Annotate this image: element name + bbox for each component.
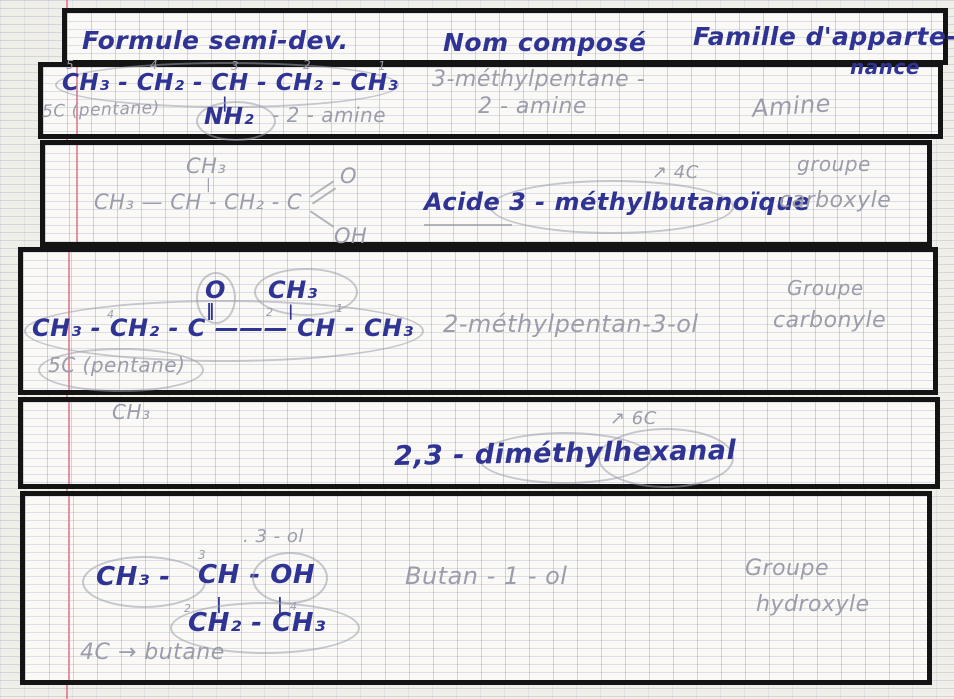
formula-row2-o: O: [340, 164, 358, 188]
pencil-underline: [424, 224, 512, 226]
carbon-number: 3: [231, 59, 240, 73]
pencil-note-carbons: 4C → butane: [80, 640, 225, 665]
pencil-note-carbons: 5C (pentane): [41, 97, 161, 123]
single-bond-line: [309, 210, 335, 228]
carbon-number: 1: [378, 59, 387, 73]
pencil-oval: [170, 602, 360, 654]
formula-row4-ch3: CH₃: [112, 400, 151, 424]
compound-name-row2: Acide 3 - méthylbutanoïque: [424, 188, 811, 216]
carbon-number: 4: [150, 58, 159, 72]
pencil-oval: [82, 556, 206, 608]
family-row3-cont: carbonyle: [773, 308, 887, 333]
double-bond-line: [311, 187, 337, 205]
header-col-name: Nom composé: [443, 28, 647, 57]
header-col-formula: Formule semi-dev.: [82, 26, 349, 55]
formula-row5-bottom: CH₂ - CH₃: [188, 608, 326, 638]
margin-line: [76, 67, 78, 134]
pencil-oval: [490, 180, 734, 234]
carbon-number: 3: [198, 548, 207, 562]
margin-line: [68, 496, 70, 680]
pencil-note-suffix: - 2 - amine: [272, 103, 387, 127]
family-row2-cont: carboxyle: [779, 188, 892, 213]
formula-row1: CH₃ - CH₂ - CH - CH₂ - CH₃: [62, 70, 399, 96]
pencil-oval: [252, 552, 328, 604]
compound-name-row1-cont: 2 - amine: [478, 94, 587, 119]
scan-strip-header: [62, 8, 948, 65]
formula-row1-nh2: NH₂: [204, 104, 255, 130]
family-row2: groupe: [797, 152, 871, 176]
pencil-oval: [24, 300, 424, 362]
formula-row5-left: CH₃ -: [96, 562, 171, 592]
carbon-number: 2: [303, 58, 312, 72]
pencil-note-suffix: . 3 - ol: [243, 526, 304, 547]
bond-vertical: |: [206, 177, 212, 193]
pencil-note-count: ↗ 6C: [610, 408, 657, 429]
family-row3: Groupe: [787, 276, 864, 300]
formula-row2-main: CH₃ — CH - CH₂ - C: [94, 190, 303, 214]
formula-row3-main: CH₃ - CH₂ - C ——— CH - CH₃: [32, 314, 414, 342]
bond-vertical: |: [216, 594, 223, 613]
carbon-number: 5: [66, 58, 75, 72]
margin-line: [68, 402, 70, 484]
pencil-oval: [598, 428, 734, 488]
family-row1: Amine: [751, 89, 832, 123]
formula-row2-oh: OH: [334, 224, 368, 248]
formula-row3-ch3-top: CH₃: [268, 276, 318, 304]
pencil-note-carbons: 5C (pentane): [48, 353, 186, 377]
compound-name-row4: 2,3 - diméthylhexanal: [393, 435, 737, 472]
margin-line: [76, 145, 78, 242]
family-row5-cont: hydroxyle: [756, 592, 870, 617]
formula-row3-o: O: [205, 276, 226, 304]
header-col-family-cont: nance: [850, 55, 920, 79]
compound-name-row5: Butan - 1 - ol: [405, 562, 568, 590]
pencil-note-count: ↗ 4C: [652, 162, 699, 183]
compound-name-row1: 3-méthylpentane -: [432, 67, 646, 92]
scan-strip-row-4: [18, 397, 940, 489]
compound-name-row3: 2-méthylpentan-3-ol: [443, 310, 699, 338]
family-row5: Groupe: [745, 556, 829, 581]
formula-row2-ch3-top: CH₃: [186, 154, 227, 178]
header-col-family: Famille d'apparte-: [693, 22, 954, 51]
carbon-number: 2: [184, 602, 192, 615]
pencil-oval: [196, 101, 276, 141]
pencil-oval: [38, 348, 204, 392]
